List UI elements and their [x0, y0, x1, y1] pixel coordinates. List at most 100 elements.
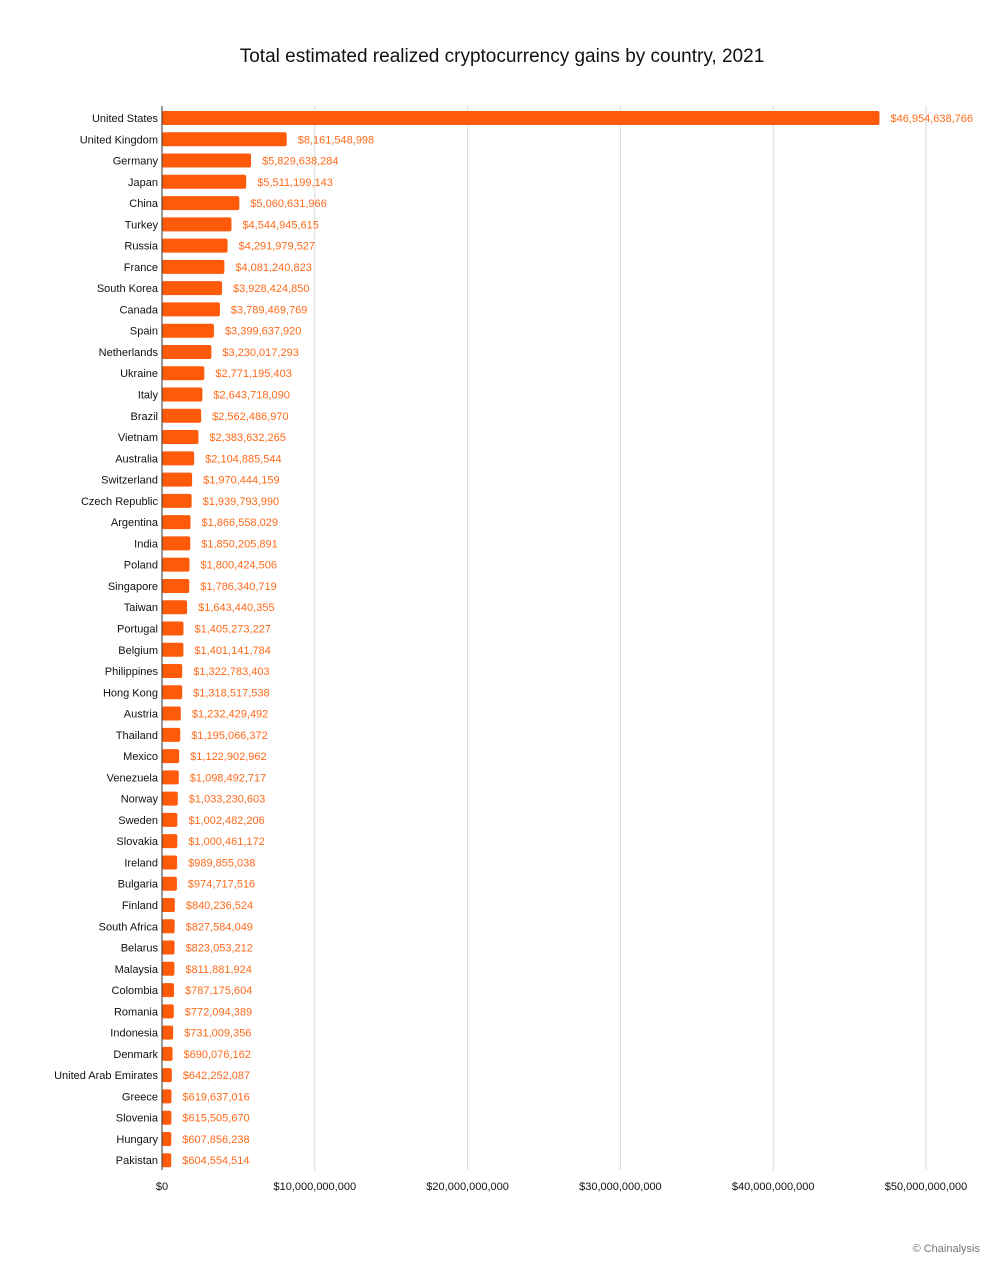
value-labels: $46,954,638,766 $8,161,548,998 $5,829,638,… [182, 113, 973, 1167]
value-label: $1,643,440,355 [198, 602, 274, 614]
value-label: $823,053,212 [186, 943, 253, 955]
category-label: United Arab Emirates [54, 1070, 158, 1082]
value-label: $4,081,240,823 [235, 262, 311, 274]
category-label: Turkey [125, 219, 159, 231]
value-label: $840,236,524 [186, 900, 253, 912]
value-label: $5,829,638,284 [262, 156, 338, 168]
value-label: $811,881,924 [185, 964, 251, 976]
value-label: $1,033,230,603 [189, 794, 265, 806]
value-label: $1,122,902,962 [190, 751, 266, 763]
value-label: $3,230,017,293 [222, 347, 298, 359]
bar [162, 259, 225, 274]
x-axis-ticks: $0 $10,000,000,000 $20,000,000,000 $30,000,… [156, 1181, 967, 1193]
value-label: $3,789,469,769 [231, 304, 307, 316]
value-label: $1,866,558,029 [202, 517, 278, 529]
x-tick-label: $30,000,000,000 [579, 1181, 662, 1193]
value-label: $2,104,885,544 [205, 453, 281, 465]
category-label: Japan [128, 177, 158, 189]
bar [162, 706, 181, 721]
category-label: South Africa [99, 921, 159, 933]
category-label: Slovenia [116, 1113, 159, 1125]
value-label: $2,771,195,403 [215, 368, 291, 380]
x-tick-label: $10,000,000,000 [274, 1181, 357, 1193]
category-label: Romania [114, 1006, 159, 1018]
bar [162, 1068, 172, 1083]
bar [162, 111, 880, 125]
value-label: $1,322,783,403 [193, 666, 269, 678]
value-label: $1,939,793,990 [203, 496, 279, 508]
bar [162, 1025, 174, 1040]
value-label: $1,232,429,492 [192, 709, 268, 721]
value-label: $5,511,199,143 [257, 177, 333, 189]
value-label: $1,850,205,891 [201, 538, 277, 550]
bar [162, 940, 175, 955]
bar [162, 664, 183, 679]
value-label: $1,098,492,717 [190, 772, 266, 784]
bar [162, 770, 179, 785]
value-label: $46,954,638,766 [890, 113, 973, 125]
value-label: $2,383,632,265 [209, 432, 285, 444]
bar [162, 430, 199, 445]
value-label: $1,800,424,506 [201, 560, 277, 572]
bar [162, 366, 205, 381]
category-label: Malaysia [115, 964, 159, 976]
bar [162, 174, 247, 189]
category-label: Italy [138, 390, 159, 402]
value-label: $2,643,718,090 [213, 390, 289, 402]
category-label: Germany [113, 156, 159, 168]
category-label: United States [92, 113, 159, 125]
source-credit: © Chainalysis [912, 1243, 980, 1255]
category-label: Slovakia [116, 836, 158, 848]
value-label: $1,195,066,372 [191, 730, 267, 742]
bar [162, 1110, 172, 1125]
category-label: Finland [122, 900, 158, 912]
value-label: $3,928,424,850 [233, 283, 309, 295]
bars [162, 111, 880, 1168]
bar [162, 855, 178, 870]
bar [162, 1153, 172, 1168]
bar [162, 919, 175, 934]
value-label: $989,855,038 [188, 857, 255, 869]
value-label: $1,000,461,172 [188, 836, 264, 848]
bar [162, 196, 240, 211]
category-label: Norway [121, 794, 159, 806]
category-label: Canada [119, 304, 158, 316]
category-label: Greece [122, 1091, 158, 1103]
category-label: Czech Republic [81, 496, 159, 508]
value-label: $731,009,356 [184, 1028, 251, 1040]
bar [162, 897, 175, 912]
value-label: $690,076,162 [184, 1049, 251, 1061]
category-label: Netherlands [99, 347, 159, 359]
value-label: $4,544,945,615 [242, 219, 318, 231]
category-label: Pakistan [116, 1155, 158, 1167]
value-label: $4,291,979,527 [239, 241, 315, 253]
value-label: $5,060,631,966 [250, 198, 326, 210]
x-tick-label: $0 [156, 1181, 168, 1193]
category-label: Philippines [105, 666, 159, 678]
bar [162, 217, 232, 232]
bar [162, 578, 190, 593]
category-label: China [129, 198, 159, 210]
value-label: $1,401,141,784 [194, 645, 270, 657]
bar [162, 1131, 172, 1146]
category-label: Austria [124, 709, 159, 721]
category-label: India [134, 538, 159, 550]
gridlines [314, 106, 927, 1170]
value-label: $974,717,516 [188, 879, 255, 891]
value-label: $1,002,482,206 [188, 815, 264, 827]
value-label: $1,786,340,719 [200, 581, 276, 593]
value-label: $827,584,049 [186, 921, 253, 933]
value-label: $619,637,016 [182, 1091, 249, 1103]
category-label: Bulgaria [118, 879, 159, 891]
category-label: Colombia [112, 985, 159, 997]
category-label: Sweden [118, 815, 158, 827]
category-label: Taiwan [124, 602, 158, 614]
bar [162, 642, 184, 657]
category-label: Vietnam [118, 432, 158, 444]
category-label: Spain [130, 326, 158, 338]
bar [162, 153, 252, 168]
category-label: Singapore [108, 581, 158, 593]
bar [162, 323, 214, 338]
bar [162, 515, 191, 530]
value-label: $604,554,514 [182, 1155, 249, 1167]
